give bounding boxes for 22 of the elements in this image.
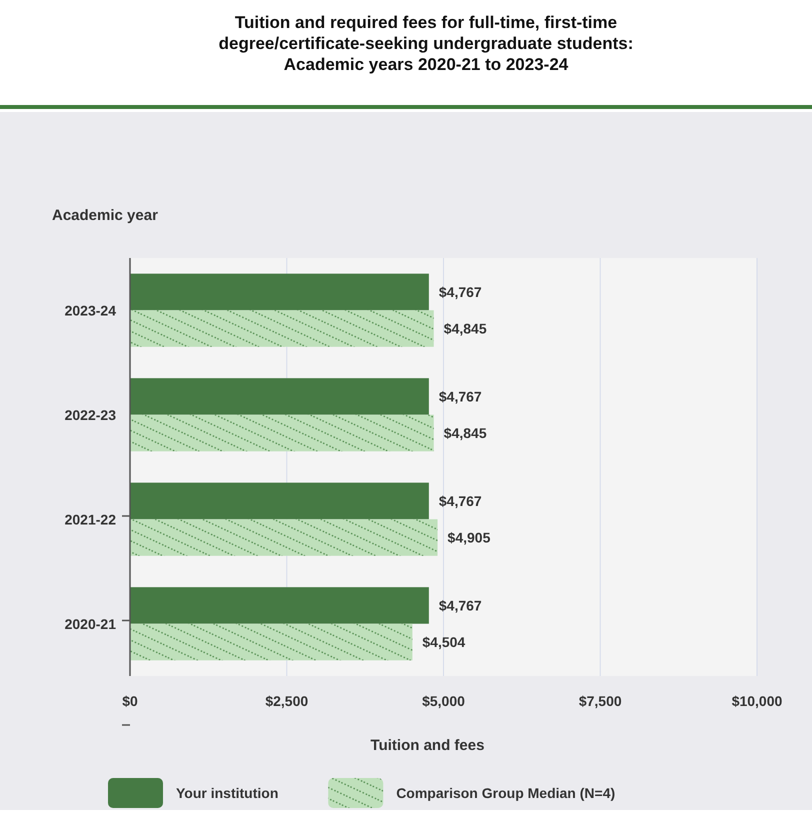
x-tick-label: $5,000 bbox=[422, 693, 466, 709]
y-axis-title: Academic year bbox=[52, 207, 158, 224]
data-label: $4,845 bbox=[444, 425, 487, 442]
legend-label: Comparison Group Median (N=4) bbox=[396, 785, 616, 801]
legend-label: Your institution bbox=[176, 785, 278, 801]
data-label: $4,767 bbox=[438, 284, 482, 300]
y-tick-label: 2020-21 bbox=[64, 616, 116, 632]
data-label: $4,905 bbox=[448, 530, 491, 546]
data-label: $4,767 bbox=[438, 492, 482, 509]
chart-title: Tuition and required fees for full-time, first-time degree/certificate-seeking undergraduate students: Academic years 2020-21 to 2023-24 bbox=[218, 13, 634, 74]
x-axis-title: Tuition and fees bbox=[370, 737, 484, 754]
y-tick-label: 2023-24 bbox=[64, 302, 116, 318]
data-label: $4,845 bbox=[444, 320, 487, 337]
data-label: $4,504 bbox=[422, 634, 466, 650]
x-tick-label: $7,500 bbox=[578, 693, 622, 709]
y-tick-label: 2021-22 bbox=[64, 511, 116, 528]
data-label: $4,767 bbox=[438, 597, 482, 614]
x-tick-label: $2,500 bbox=[265, 693, 308, 709]
x-tick-label: $10,000 bbox=[732, 693, 783, 709]
data-label: $4,767 bbox=[438, 388, 482, 404]
y-tick-label: 2022-23 bbox=[64, 406, 116, 423]
x-tick-label: $0 bbox=[122, 693, 138, 709]
